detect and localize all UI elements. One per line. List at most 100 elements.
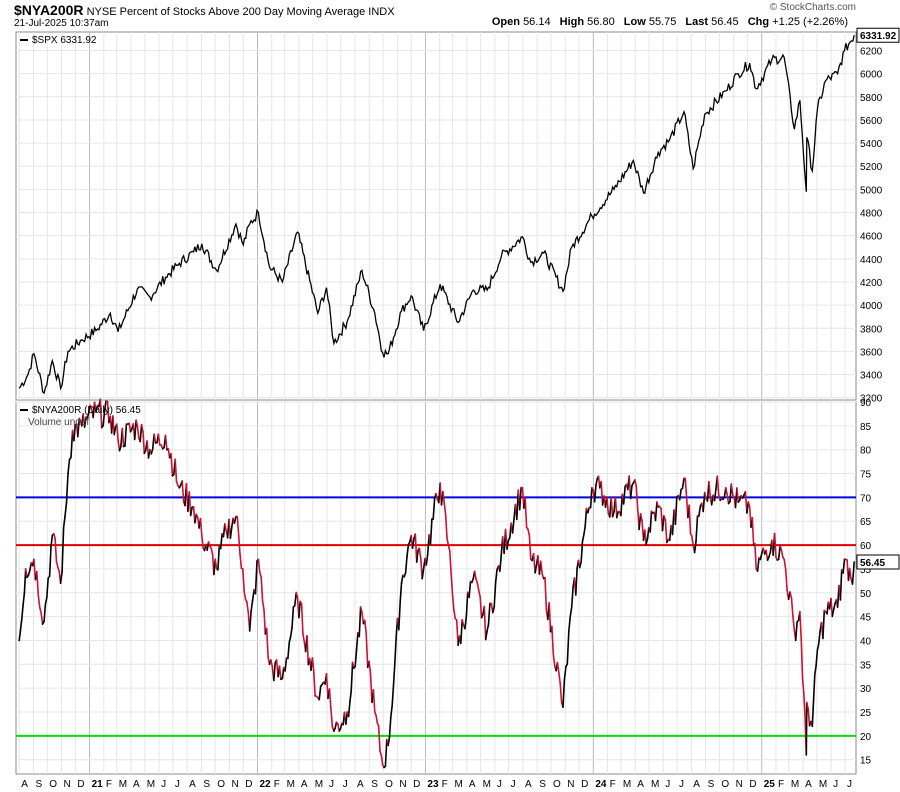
- nya-series-segment: [490, 602, 494, 614]
- nya-series-segment: [482, 605, 486, 616]
- nya-series-segment: [828, 597, 832, 610]
- nya-series-segment: [422, 557, 426, 570]
- nya-series-segment: [404, 555, 408, 574]
- x-tick-label: S: [539, 779, 546, 790]
- lower-plot-frame: [15, 401, 857, 775]
- upper-y-tick-label: 4800: [860, 209, 883, 220]
- nya-series-segment: [408, 534, 413, 543]
- nya-series-segment: [35, 570, 40, 597]
- x-tick-label: N: [567, 779, 574, 790]
- nya-series-segment: [48, 546, 52, 578]
- nya-series-segment: [587, 506, 591, 514]
- x-tick-label: J: [511, 779, 516, 790]
- lower-y-tick-label: 80: [860, 446, 872, 457]
- nya-series-segment: [471, 577, 475, 584]
- nya-series-segment: [194, 513, 198, 524]
- nya-series-segment: [447, 544, 451, 553]
- nya-series-segment: [585, 507, 589, 514]
- nya-series-segment: [534, 564, 538, 574]
- nya-series-segment: [617, 510, 621, 513]
- upper-y-tick-label: 6000: [860, 70, 883, 81]
- nya-series-segment: [626, 475, 631, 491]
- nya-series-segment: [553, 665, 557, 672]
- nya-series-segment: [457, 635, 461, 647]
- nya-series-segment: [257, 558, 261, 574]
- nya-series-segment: [187, 491, 191, 513]
- nya-series-segment: [499, 553, 503, 573]
- nya-series-segment: [41, 620, 45, 625]
- nya-series-segment: [59, 570, 63, 585]
- nya-series-segment: [607, 512, 611, 518]
- x-tick-label: N: [231, 779, 238, 790]
- upper-y-tick-label: 5000: [860, 185, 883, 196]
- nya-series-segment: [133, 419, 137, 441]
- low-value: 55.75: [648, 16, 677, 28]
- nya-series-segment: [805, 701, 808, 756]
- lower-last-badge-label: 56.45: [860, 558, 885, 569]
- nya-series-segment: [267, 656, 271, 666]
- nya-series-segment: [677, 494, 681, 501]
- nya-series-segment: [601, 495, 605, 506]
- nya-series-segment: [89, 404, 93, 411]
- nya-series-segment: [817, 630, 821, 646]
- x-tick-label: M: [147, 779, 155, 790]
- nya-series-segment: [670, 524, 674, 536]
- nya-series-segment: [678, 488, 682, 501]
- nya-series-segment: [99, 398, 103, 429]
- nya-series-segment: [618, 511, 622, 517]
- nya-series-segment: [153, 433, 157, 444]
- nya-series-segment: [85, 416, 89, 419]
- nya-series-segment: [562, 678, 566, 709]
- nya-series-segment: [298, 600, 302, 619]
- nya-series-segment: [271, 665, 275, 682]
- x-tick-label: O: [385, 779, 393, 790]
- nya-series-segment: [407, 541, 411, 546]
- nya-series-segment: [222, 523, 226, 538]
- nya-series-segment: [675, 494, 680, 498]
- nya-series-segment: [100, 424, 104, 429]
- nya-series-segment: [210, 547, 214, 556]
- nya-series-segment: [341, 722, 345, 726]
- nya-series-segment: [663, 514, 667, 521]
- nya-series-segment: [574, 567, 578, 596]
- nya-series-segment: [790, 597, 794, 617]
- nya-series-segment: [182, 500, 186, 507]
- nya-series-segment: [448, 550, 453, 576]
- nya-series-segment: [324, 672, 328, 685]
- nya-series-segment: [437, 482, 441, 504]
- nya-series-segment: [826, 601, 830, 615]
- nya-series-segment: [132, 423, 136, 441]
- chg-label: Chg: [747, 16, 770, 28]
- nya-series-segment: [402, 574, 406, 578]
- nya-series-segment: [120, 427, 124, 448]
- x-tick-label: F: [442, 779, 448, 790]
- nya-series-segment: [743, 490, 747, 496]
- nya-series-segment: [763, 549, 767, 555]
- nya-series-segment: [842, 558, 846, 574]
- nya-series-segment: [217, 544, 221, 571]
- nya-series-segment: [792, 615, 796, 632]
- nya-series-segment: [44, 596, 48, 606]
- nya-series-segment: [695, 515, 699, 543]
- nya-series-segment: [22, 591, 26, 606]
- nya-series-segment: [545, 609, 549, 621]
- x-tick-label: D: [581, 779, 588, 790]
- x-tick-label: 21: [92, 779, 104, 790]
- nya-series-segment: [654, 501, 658, 522]
- upper-plot-frame: [15, 31, 857, 401]
- nya-series-segment: [836, 584, 840, 608]
- nya-series-segment: [359, 606, 363, 613]
- x-tick-label: 22: [260, 779, 272, 790]
- nya-series-segment: [284, 657, 288, 672]
- nya-series-segment: [766, 555, 770, 562]
- nya-series-segment: [308, 657, 312, 672]
- nya-series-segment: [709, 496, 713, 506]
- nya-series-segment: [369, 672, 373, 704]
- nya-series-segment: [820, 621, 824, 640]
- nya-series-segment: [810, 720, 814, 728]
- x-tick-label: A: [21, 779, 28, 790]
- nya-series-segment: [338, 727, 342, 732]
- nya-series-segment: [668, 524, 672, 542]
- nya-series-segment: [827, 601, 831, 610]
- nya-series-segment: [149, 448, 153, 455]
